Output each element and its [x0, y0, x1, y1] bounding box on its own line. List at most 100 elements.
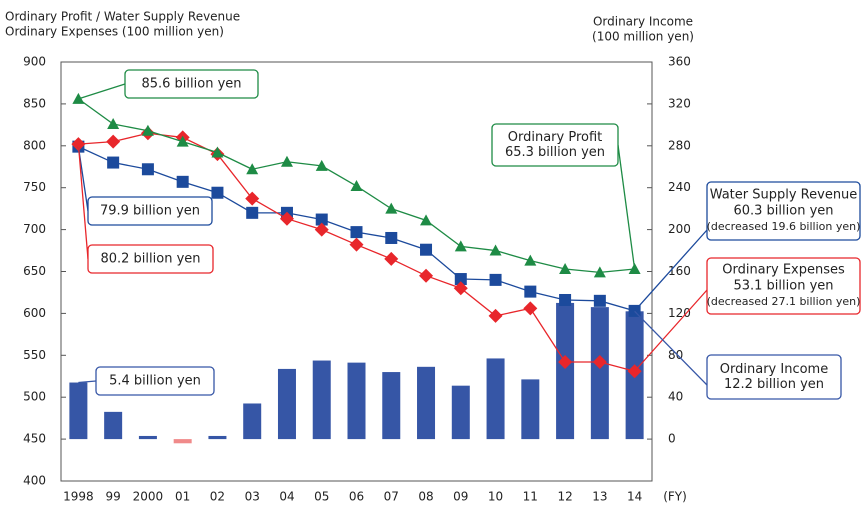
bar — [173, 439, 192, 444]
y2-tick-label: 160 — [668, 264, 691, 278]
marker — [211, 146, 224, 158]
annotation-box — [124, 69, 259, 99]
marker — [385, 202, 398, 214]
bar — [590, 307, 609, 440]
annotation-box — [706, 354, 842, 400]
marker — [420, 243, 433, 256]
marker — [315, 159, 328, 171]
marker — [524, 285, 537, 298]
bar — [382, 372, 401, 440]
annotation-text: 65.3 billion yen — [505, 145, 605, 160]
x-tick-label: 12 — [557, 490, 572, 504]
y-tick-label: 850 — [23, 96, 46, 110]
annotation-leader — [634, 229, 708, 312]
y2-tick-label: 80 — [668, 348, 683, 362]
annotation-text: 80.2 billion yen — [100, 252, 200, 267]
marker — [419, 268, 434, 283]
marker — [454, 240, 467, 252]
marker — [593, 294, 606, 307]
marker — [211, 186, 224, 199]
bar — [417, 366, 436, 440]
annotation-text: 5.4 billion yen — [109, 374, 201, 389]
y-tick-label: 550 — [23, 348, 46, 362]
annotation-box — [491, 123, 619, 167]
x-tick-label: 99 — [106, 490, 121, 504]
annotation-text: 12.2 billion yen — [724, 377, 824, 392]
marker — [385, 231, 398, 244]
marker — [592, 355, 607, 370]
marker — [176, 135, 189, 147]
annotation-box — [87, 244, 214, 274]
y-tick-label: 600 — [23, 306, 46, 320]
y-axis-title: Ordinary Expenses (100 million yen) — [5, 25, 224, 39]
bar — [243, 403, 262, 440]
marker — [315, 213, 328, 226]
bar — [521, 379, 540, 440]
annotation-box — [87, 196, 213, 226]
y2-tick-label: 240 — [668, 180, 691, 194]
annotation-text: 60.3 billion yen — [733, 204, 833, 219]
annotation-text: 79.9 billion yen — [100, 204, 200, 219]
y2-tick-label: 200 — [668, 222, 691, 236]
bar — [556, 302, 575, 440]
bar — [312, 360, 331, 440]
y-axis-title: Ordinary Profit / Water Supply Revenue — [5, 10, 240, 24]
marker — [107, 156, 120, 169]
annotation-leader — [617, 144, 636, 270]
y2-axis-title: (100 million yen) — [592, 30, 694, 44]
y2-tick-label: 0 — [668, 432, 676, 446]
bar — [208, 435, 227, 440]
x-tick-label: 02 — [210, 490, 225, 504]
annotation-text: Ordinary Profit — [508, 130, 603, 145]
y-tick-label: 800 — [23, 138, 46, 152]
y-tick-label: 700 — [23, 222, 46, 236]
x-tick-label: 10 — [488, 490, 503, 504]
marker — [279, 211, 294, 226]
x-tick-label: 14 — [627, 490, 642, 504]
annotation-text: (decreased 19.6 billion yen) — [707, 220, 861, 233]
annotation-leader — [78, 83, 126, 100]
x-tick-label: 03 — [245, 490, 260, 504]
annotation-text: 53.1 billion yen — [733, 279, 833, 294]
bar — [69, 382, 88, 440]
marker — [245, 191, 260, 206]
marker — [350, 226, 363, 239]
x-tick-label: 1998 — [63, 490, 94, 504]
marker — [489, 273, 502, 286]
marker — [384, 251, 399, 266]
marker — [280, 155, 293, 167]
y-tick-label: 900 — [23, 55, 46, 69]
marker — [559, 262, 572, 274]
bar — [451, 385, 470, 440]
x-unit: (FY) — [663, 490, 687, 504]
y-tick-label: 450 — [23, 432, 46, 446]
marker — [420, 214, 433, 226]
marker — [523, 301, 538, 316]
x-tick-label: 13 — [592, 490, 607, 504]
annotation-text: Ordinary Income — [720, 362, 828, 377]
y2-tick-label: 320 — [668, 96, 691, 110]
marker — [454, 273, 467, 286]
x-tick-label: 06 — [349, 490, 364, 504]
marker — [246, 206, 259, 219]
marker — [106, 134, 121, 149]
marker — [141, 124, 154, 136]
x-tick-label: 11 — [523, 490, 538, 504]
annotation-text: Water Supply Revenue — [710, 188, 858, 203]
bar — [104, 411, 123, 440]
marker — [141, 163, 154, 176]
x-tick-label: 04 — [279, 490, 294, 504]
marker — [349, 237, 364, 252]
annotation-leader — [634, 310, 708, 386]
y-tick-label: 500 — [23, 390, 46, 404]
x-tick-label: 01 — [175, 490, 190, 504]
marker — [107, 118, 120, 130]
annotation-leader — [634, 289, 708, 372]
bar — [277, 368, 296, 440]
annotation-box — [706, 257, 861, 315]
annotation-text: (decreased 27.1 billion yen) — [707, 295, 861, 308]
marker — [488, 308, 503, 323]
marker — [593, 266, 606, 278]
annotation-text: 85.6 billion yen — [141, 77, 241, 92]
marker — [246, 163, 259, 175]
